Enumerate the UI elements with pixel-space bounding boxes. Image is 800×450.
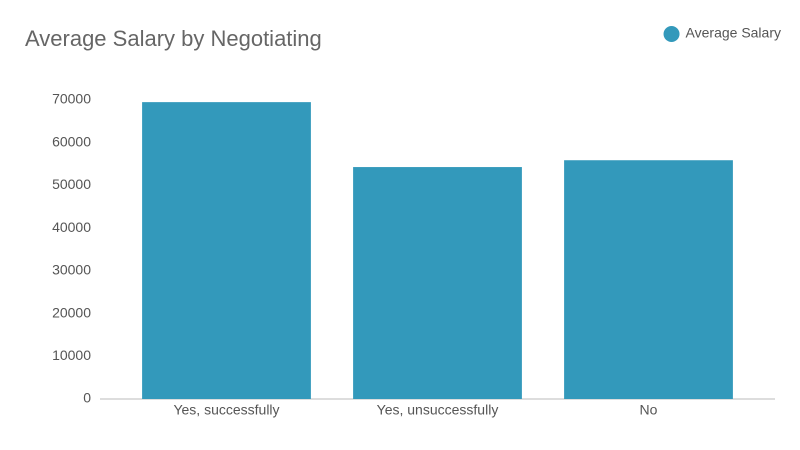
bar	[564, 160, 733, 399]
bar	[142, 102, 311, 399]
y-tick-label: 60000	[52, 133, 91, 149]
x-tick-label: Yes, successfully	[173, 402, 279, 418]
y-tick-label: 70000	[52, 91, 91, 107]
legend-label: Average Salary	[686, 25, 781, 41]
y-tick-label: 10000	[52, 347, 91, 363]
legend-swatch	[663, 26, 680, 42]
x-tick-label: Yes, unsuccessfully	[377, 402, 499, 418]
bar	[353, 167, 522, 399]
x-tick-label: No	[640, 402, 658, 418]
y-tick-label: 50000	[52, 176, 91, 192]
y-tick-label: 30000	[52, 262, 91, 278]
y-tick-label: 20000	[52, 304, 91, 320]
chart-title: Average Salary by Negotiating	[25, 26, 322, 51]
y-tick-label: 40000	[52, 219, 91, 235]
y-tick-label: 0	[83, 390, 91, 406]
